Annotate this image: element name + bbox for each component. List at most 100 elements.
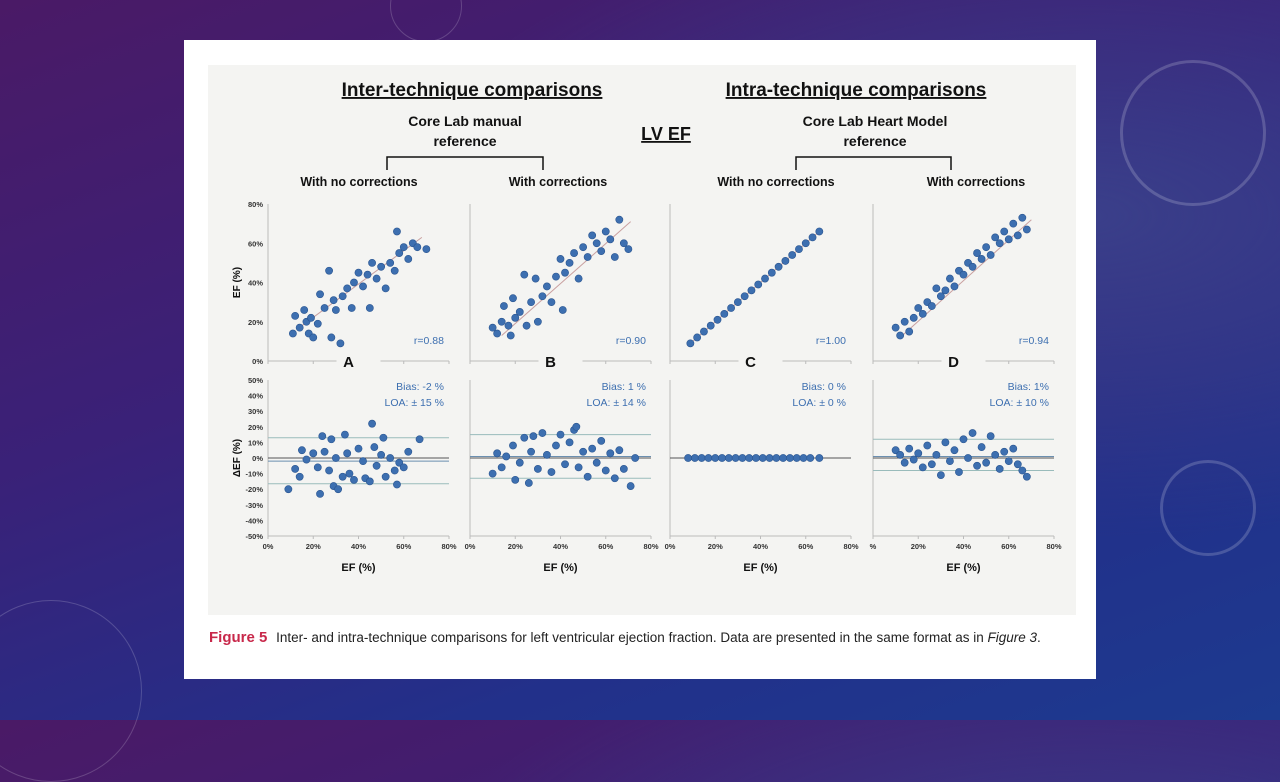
data-point — [626, 482, 635, 490]
x-axis-label: EF (%) — [543, 562, 578, 574]
data-point — [393, 480, 401, 489]
data-point — [379, 433, 388, 442]
data-point — [592, 239, 601, 248]
data-point — [291, 311, 300, 320]
data-point — [399, 463, 408, 472]
data-point — [533, 317, 542, 326]
data-point — [606, 449, 615, 458]
data-point — [291, 465, 300, 473]
data-point — [610, 253, 619, 261]
data-point — [765, 454, 774, 462]
data-point — [347, 304, 356, 312]
data-point — [1004, 235, 1013, 244]
intra-reference-line2: reference — [843, 133, 906, 149]
data-point — [502, 452, 511, 461]
data-point — [905, 327, 914, 336]
x-tick-label: 0% — [665, 542, 676, 551]
y-tick-label: -20% — [245, 485, 263, 494]
data-point — [1000, 447, 1009, 456]
decorative-ring — [1160, 460, 1256, 556]
data-point — [415, 435, 424, 444]
caption-label: Figure 5 — [209, 629, 267, 646]
data-point — [950, 446, 959, 455]
data-point — [968, 262, 977, 271]
data-point — [806, 454, 815, 462]
data-point — [991, 450, 1000, 459]
x-tick-label: 20% — [911, 542, 926, 551]
correlation-label: r=0.88 — [414, 335, 444, 347]
data-point — [509, 294, 517, 303]
data-point — [588, 444, 597, 453]
panel-letter-bg — [538, 355, 583, 367]
x-tick-label: 80% — [843, 542, 858, 551]
data-point — [395, 249, 404, 257]
data-point — [624, 245, 633, 254]
data-point — [377, 450, 386, 459]
data-point — [684, 454, 692, 462]
x-axis-label: EF (%) — [341, 562, 376, 574]
data-point — [320, 447, 329, 456]
x-tick-label: 40% — [753, 542, 768, 551]
data-point — [932, 284, 941, 293]
inter-bracket — [386, 156, 544, 170]
data-point — [950, 282, 959, 291]
data-point — [302, 455, 311, 464]
data-point — [295, 323, 304, 332]
data-point — [524, 479, 533, 487]
data-point — [1018, 213, 1027, 222]
caption-end: . — [1037, 630, 1041, 645]
data-point — [747, 286, 756, 295]
data-point — [527, 447, 535, 456]
data-point — [533, 465, 542, 473]
data-point — [511, 475, 520, 484]
data-point — [574, 274, 583, 283]
data-point — [905, 444, 914, 453]
data-point — [720, 309, 729, 318]
column-label: With corrections — [509, 175, 608, 189]
data-point — [547, 468, 556, 476]
data-point — [1022, 472, 1031, 481]
data-point — [619, 239, 628, 248]
data-point — [799, 454, 808, 462]
data-point — [331, 454, 340, 462]
x-tick-label: 20% — [306, 542, 321, 551]
data-point — [711, 454, 720, 462]
loa-label: LOA: ± 0 % — [792, 397, 846, 409]
x-axis-label: EF (%) — [946, 562, 981, 574]
data-point — [556, 430, 565, 439]
data-point — [909, 455, 918, 464]
data-point — [697, 454, 706, 462]
data-point — [932, 450, 941, 459]
data-point — [365, 304, 374, 312]
panel-letter: A — [343, 354, 354, 371]
data-point — [511, 313, 520, 322]
data-point — [365, 477, 374, 486]
data-point — [390, 266, 399, 275]
caption-text: Inter- and intra-technique comparisons f… — [276, 630, 987, 645]
bias-label: Bias: -2 % — [396, 381, 444, 393]
data-point — [923, 441, 932, 450]
column-label: With no corrections — [717, 175, 834, 189]
data-point — [422, 245, 431, 254]
bias-label: Bias: 1% — [1008, 381, 1049, 393]
data-point — [404, 447, 413, 456]
data-point — [991, 233, 1000, 242]
data-point — [1004, 457, 1013, 466]
data-point — [520, 433, 529, 442]
bias-label: Bias: 0 % — [802, 381, 846, 393]
data-point — [1009, 219, 1018, 228]
data-point — [506, 331, 515, 340]
data-point — [309, 449, 318, 458]
x-axis-label: EF (%) — [743, 562, 778, 574]
decorative-ring — [1120, 60, 1266, 206]
data-point — [815, 227, 824, 236]
y-tick-label: -40% — [245, 516, 263, 525]
x-tick-label: 40% — [956, 542, 971, 551]
data-point — [565, 258, 574, 267]
y-tick-label: 0% — [252, 357, 263, 366]
data-point — [601, 466, 610, 475]
data-point — [936, 471, 945, 480]
bias-label: Bias: 1 % — [602, 381, 646, 393]
data-point — [788, 251, 797, 259]
inter-reference-line1: Core Lab manual — [408, 113, 522, 129]
